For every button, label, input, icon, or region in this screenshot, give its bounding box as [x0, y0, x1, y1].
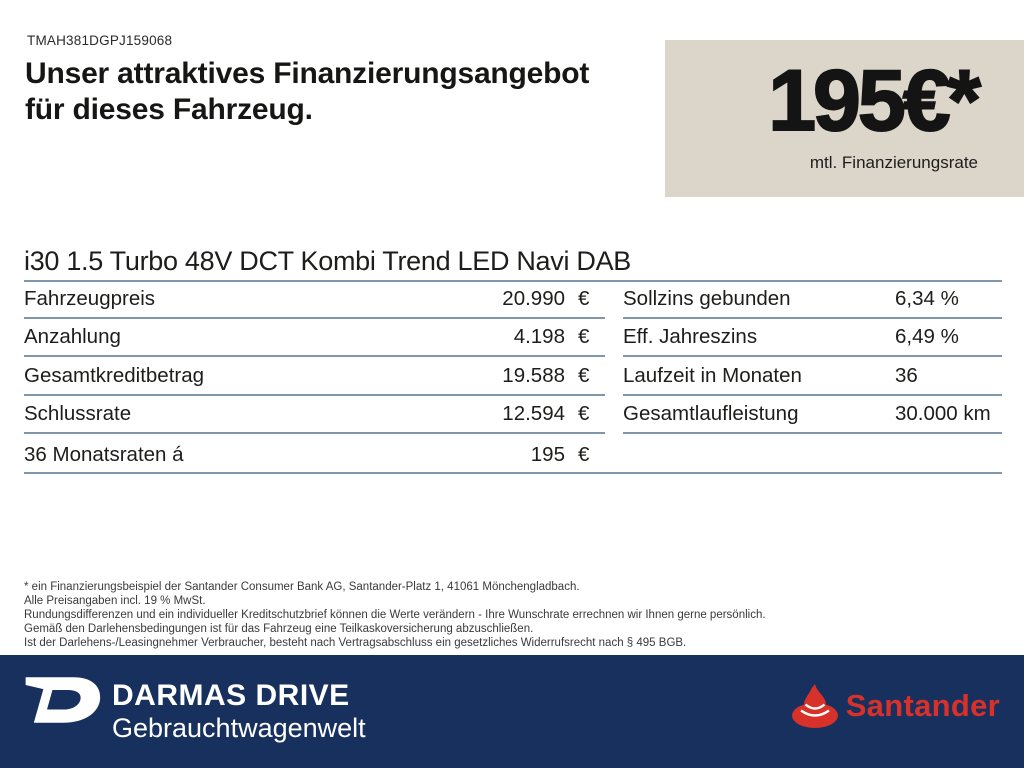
- legal-footnotes: * ein Finanzierungsbeispiel der Santande…: [24, 581, 766, 651]
- vehicle-vin: TMAH381DGPJ159068: [27, 33, 173, 48]
- monthly-rate-amount: 195€*: [767, 53, 982, 149]
- row-unit: €: [578, 363, 590, 387]
- row-value: 19.588: [502, 363, 565, 387]
- table-row: Sollzins gebunden 6,34 %: [623, 280, 1002, 319]
- finance-table-left-column: Fahrzeugpreis 20.990 € Anzahlung 4.198 €…: [24, 280, 605, 473]
- table-row: Schlussrate 12.594 €: [24, 396, 605, 435]
- row-value: 6,34 %: [895, 286, 959, 310]
- table-row: Eff. Jahreszins 6,49 %: [623, 319, 1002, 358]
- footnote-line: Gemäß den Darlehensbedingungen ist für d…: [24, 622, 534, 635]
- table-row: Gesamtlaufleistung 30.000 km: [623, 396, 1002, 435]
- santander-flame-icon: [791, 684, 838, 728]
- page-title: Unser attraktives Finanzierungsangebot f…: [25, 56, 589, 128]
- finance-table-right-column: Sollzins gebunden 6,34 % Eff. Jahreszins…: [623, 280, 1002, 435]
- footnote-line: Alle Preisangaben incl. 19 % MwSt.: [24, 594, 206, 607]
- row-label: Schlussrate: [24, 402, 132, 426]
- row-unit: €: [578, 286, 590, 310]
- table-row: Anzahlung 4.198 €: [24, 319, 605, 358]
- page-title-line-1: Unser attraktives Finanzierungsangebot: [25, 57, 590, 90]
- page-title-line-2: für dieses Fahrzeug.: [25, 93, 313, 126]
- table-row: Laufzeit in Monaten 36: [623, 357, 1002, 396]
- footnote-line: Rundungsdifferenzen und ein individuelle…: [24, 608, 766, 621]
- table-row: Fahrzeugpreis 20.990 €: [24, 280, 605, 319]
- row-value: 4.198: [513, 325, 565, 349]
- footer-band: DARMAS DRIVE Gebrauchtwagenwelt Santande…: [0, 655, 1024, 768]
- row-label: Gesamtkreditbetrag: [24, 363, 205, 387]
- dealer-subtitle: Gebrauchtwagenwelt: [112, 713, 366, 743]
- row-value: 12.594: [502, 402, 565, 426]
- row-value: 20.990: [502, 286, 565, 310]
- row-label: Eff. Jahreszins: [623, 325, 758, 349]
- row-label: Gesamtlaufleistung: [623, 402, 799, 426]
- row-value: 195: [530, 442, 565, 466]
- darmas-d-logo-icon: [25, 677, 101, 723]
- row-unit: €: [578, 402, 590, 426]
- row-label: Laufzeit in Monaten: [623, 363, 802, 387]
- table-row: Gesamtkreditbetrag 19.588 €: [24, 357, 605, 396]
- footnote-line: Ist der Darlehens-/Leasingnehmer Verbrau…: [24, 636, 687, 649]
- row-value: 30.000 km: [895, 402, 991, 426]
- footnote-line: * ein Finanzierungsbeispiel der Santande…: [24, 581, 580, 593]
- row-label: 36 Monatsraten á: [24, 442, 184, 466]
- table-bottom-rule: [24, 471, 1002, 474]
- monthly-rate-box: 195€* mtl. Finanzierungsrate: [665, 40, 1024, 197]
- row-label: Anzahlung: [24, 325, 121, 349]
- dealer-name: DARMAS DRIVE: [112, 679, 350, 712]
- row-value: 36: [895, 363, 918, 387]
- monthly-rate-caption: mtl. Finanzierungsrate: [809, 153, 978, 172]
- row-unit: €: [578, 325, 590, 349]
- row-unit: €: [578, 442, 590, 466]
- row-label: Sollzins gebunden: [623, 286, 791, 310]
- vehicle-title: i30 1.5 Turbo 48V DCT Kombi Trend LED Na…: [24, 246, 1002, 282]
- bank-logo: Santander: [790, 683, 1000, 729]
- row-label: Fahrzeugpreis: [24, 286, 156, 310]
- bank-name: Santander: [845, 688, 1000, 723]
- table-row: 36 Monatsraten á 195 €: [24, 434, 605, 473]
- row-value: 6,49 %: [895, 325, 959, 349]
